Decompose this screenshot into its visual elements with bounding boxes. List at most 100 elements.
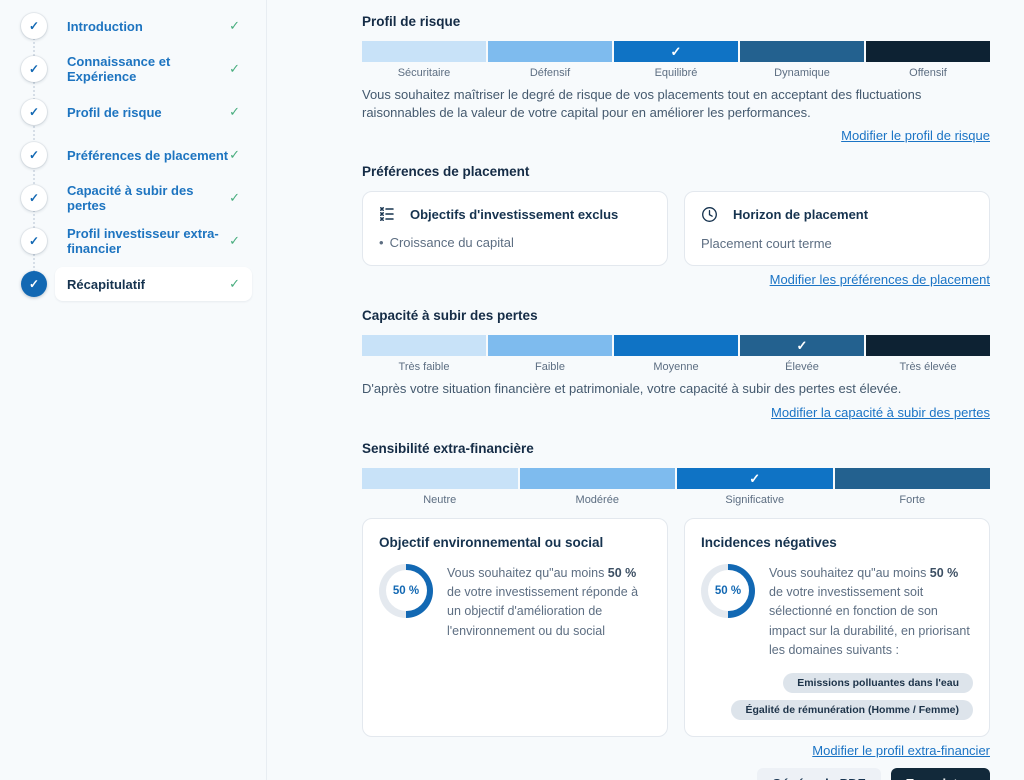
step-complete-check-icon: ✓ — [229, 104, 240, 119]
scale-label: Neutre — [423, 493, 457, 506]
scale-segment — [866, 41, 990, 62]
modify-preferences-link[interactable]: Modifier les préférences de placement — [769, 272, 990, 288]
scale-segment — [488, 41, 612, 62]
section-title: Profil de risque — [362, 14, 461, 29]
loss-scale-bar: ✓ — [362, 335, 990, 357]
check-icon: ✓ — [28, 62, 40, 76]
bullet: • — [379, 235, 384, 251]
modify-loss-link[interactable]: Modifier la capacité à subir des pertes — [771, 404, 990, 420]
step-status-circle: ✓ — [21, 228, 47, 254]
priority-domains-list: Emissions polluantes dans l'eau Égalité … — [701, 673, 973, 721]
loss-scale-labels: Très faible Faible Moyenne Élevée Très é… — [362, 361, 990, 373]
scale-label: Modérée — [575, 493, 619, 506]
card-title: Objectif environnemental ou social — [379, 534, 604, 550]
check-icon: ✓ — [28, 277, 40, 291]
scale-label: Dynamique — [774, 67, 830, 79]
selected-check-icon: ✓ — [670, 44, 682, 59]
text-after: de votre investissement soit sélectionné… — [769, 584, 970, 658]
text-before: Vous souhaitez qu"au moins — [447, 565, 608, 580]
section-title: Préférences de placement — [362, 164, 530, 180]
section-preferences-placement: Préférences de placement Objectifs d'inv… — [362, 164, 990, 289]
step-status-circle: ✓ — [21, 13, 47, 39]
steps-list: ✓ Introduction ✓ ✓ Connaissance et Expér… — [12, 8, 252, 302]
step-complete-check-icon: ✓ — [229, 18, 240, 33]
modify-risk-link[interactable]: Modifier le profil de risque — [841, 128, 990, 144]
risk-description: Vous souhaitez maîtriser le degré de ris… — [362, 87, 922, 121]
sidebar-step-recapitulatif[interactable]: ✓ Récapitulatif ✓ — [12, 266, 252, 302]
risk-scale-labels: Sécuritaire Défensif Equilibré Dynamique… — [362, 67, 990, 79]
steps-sidebar: ✓ Introduction ✓ ✓ Connaissance et Expér… — [0, 0, 267, 780]
step-complete-check-icon: ✓ — [229, 190, 240, 205]
save-button[interactable]: Enregistrer — [890, 768, 990, 780]
domain-tag: Égalité de rémunération (Homme / Femme) — [731, 700, 973, 721]
section-title: Sensibilité extra-financière — [362, 440, 534, 456]
step-status-circle: ✓ — [21, 271, 47, 297]
text-after: de votre investissement réponde à un obj… — [447, 584, 639, 638]
scale-segment — [614, 335, 738, 357]
sidebar-step-capacite-pertes[interactable]: ✓ Capacité à subir des pertes ✓ — [12, 180, 252, 216]
step-complete-check-icon: ✓ — [229, 147, 240, 162]
modify-esg-link[interactable]: Modifier le profil extra-financier — [812, 743, 990, 759]
step-status-circle: ✓ — [21, 56, 47, 82]
text-bold-percent: 50 % — [607, 565, 637, 580]
card-title: Incidences négatives — [701, 534, 837, 550]
sidebar-step-label: Profil investisseur extra-financier — [67, 226, 219, 256]
sidebar-step-profil-risque[interactable]: ✓ Profil de risque ✓ — [12, 94, 252, 130]
scale-label: Offensif — [909, 67, 947, 79]
step-complete-check-icon: ✓ — [229, 276, 240, 291]
scale-segment — [362, 335, 486, 357]
excluded-objectives-card: Objectifs d'investissement exclus • Crois… — [362, 191, 668, 267]
section-profil-de-risque: Profil de risque ✓ Sécuritaire Défensif … — [362, 14, 990, 145]
excluded-objective-item: • Croissance du capital — [379, 235, 651, 250]
sidebar-step-preferences[interactable]: ✓ Préférences de placement ✓ — [12, 137, 252, 173]
scale-segment — [488, 335, 612, 357]
sidebar-step-connaissance[interactable]: ✓ Connaissance et Expérience ✓ — [12, 51, 252, 87]
incidence-description: Vous souhaitez qu"au moins 50 % de votre… — [769, 564, 973, 661]
loss-description: D'après votre situation financière et pa… — [362, 381, 902, 397]
percent-donut-chart: 50 % — [701, 563, 755, 618]
domain-tag: Emissions polluantes dans l'eau — [783, 673, 973, 694]
scale-segment — [519, 467, 675, 489]
step-complete-check-icon: ✓ — [229, 233, 240, 248]
sidebar-step-label: Capacité à subir des pertes — [67, 183, 194, 213]
step-complete-check-icon: ✓ — [229, 61, 240, 76]
scale-label: Très élevée — [899, 361, 957, 374]
sidebar-step-introduction[interactable]: ✓ Introduction ✓ — [12, 8, 252, 44]
footer-actions: Générer le PDF Enregistrer — [362, 768, 990, 780]
environmental-objective-card: Objectif environnemental ou social 50 % … — [362, 517, 668, 738]
sidebar-step-extra-financier[interactable]: ✓ Profil investisseur extra-financier ✓ — [12, 223, 252, 259]
section-title: Capacité à subir des pertes — [362, 308, 538, 324]
risk-scale-bar: ✓ — [362, 41, 990, 62]
esg-scale-bar: ✓ — [362, 467, 990, 489]
sidebar-step-label: Préférences de placement — [67, 147, 229, 163]
recap-content: Profil de risque ✓ Sécuritaire Défensif … — [267, 0, 1024, 780]
scale-label: Élevée — [785, 361, 819, 374]
negative-incidences-card: Incidences négatives 50 % Vous souhaitez… — [684, 517, 990, 738]
sidebar-step-label: Profil de risque — [67, 104, 162, 120]
scale-segment — [362, 467, 518, 489]
scale-segment — [362, 41, 486, 62]
card-title: Horizon de placement — [733, 207, 869, 223]
check-icon: ✓ — [28, 105, 40, 119]
card-title: Objectifs d'investissement exclus — [410, 206, 619, 222]
clock-icon — [701, 206, 718, 223]
scale-label: Forte — [899, 493, 926, 506]
step-status-circle: ✓ — [21, 185, 47, 211]
check-icon: ✓ — [28, 191, 40, 205]
scale-segment — [740, 41, 864, 62]
generate-pdf-button[interactable]: Générer le PDF — [756, 768, 881, 780]
donut-percent-label: 50 % — [385, 570, 427, 612]
scale-label: Equilibré — [654, 67, 698, 79]
excluded-objective-label: Croissance du capital — [389, 235, 514, 251]
check-icon: ✓ — [28, 234, 40, 248]
scale-segment-selected: ✓ — [740, 335, 864, 357]
scale-label: Très faible — [398, 361, 450, 374]
scale-label: Défensif — [529, 67, 571, 79]
scale-segment — [834, 467, 990, 489]
selected-check-icon: ✓ — [749, 470, 761, 486]
objective-description: Vous souhaitez qu"au moins 50 % de votre… — [447, 564, 651, 642]
check-icon: ✓ — [28, 19, 40, 33]
esg-scale-labels: Neutre Modérée Significative Forte — [362, 494, 990, 506]
section-capacite-pertes: Capacité à subir des pertes ✓ Très faibl… — [362, 308, 990, 421]
list-x-icon — [379, 206, 395, 222]
